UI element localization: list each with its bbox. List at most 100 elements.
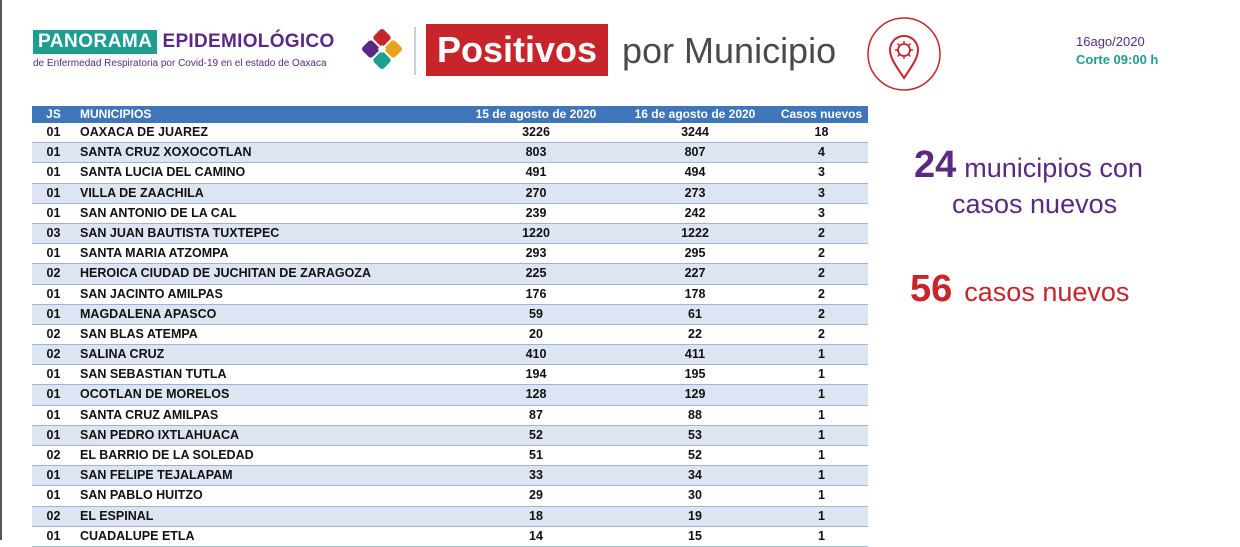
row-15-agosto: 3226 bbox=[522, 125, 550, 139]
row-15-agosto: 270 bbox=[525, 185, 547, 200]
table-row: 01 SANTA CRUZ XOXOCOTLAN 803 807 4 bbox=[32, 143, 868, 164]
row-16-agosto: 195 bbox=[684, 367, 706, 382]
row-js: 01 bbox=[46, 387, 61, 402]
row-16-agosto: 52 bbox=[688, 448, 702, 462]
row-casos-nuevos: 3 bbox=[818, 185, 825, 200]
table-row: 01 SAN ANTONIO DE LA CAL 239 242 3 bbox=[32, 204, 868, 224]
row-municipio: SANTA MARIA ATZOMPA bbox=[80, 246, 229, 261]
row-15-agosto: 239 bbox=[525, 205, 547, 220]
row-js: 01 bbox=[46, 306, 61, 321]
row-js: 01 bbox=[46, 185, 61, 200]
row-16-agosto: 129 bbox=[684, 387, 706, 402]
row-municipio: EL BARRIO DE LA SOLEDAD bbox=[80, 448, 254, 462]
row-16-agosto: 3244 bbox=[681, 125, 709, 139]
municipios-count: 24 bbox=[914, 144, 957, 186]
table-row: 02 EL BARRIO DE LA SOLEDAD 51 52 1 bbox=[32, 446, 868, 467]
row-16-agosto: 242 bbox=[684, 205, 706, 220]
row-15-agosto: 194 bbox=[525, 367, 547, 382]
positivos-title-box: Positivos bbox=[426, 24, 608, 76]
brand-subtitle: de Enfermedad Respiratoria por Covid-19 … bbox=[33, 58, 327, 69]
row-js: 01 bbox=[46, 528, 61, 543]
table-row: 01 OCOTLAN DE MORELOS 128 129 1 bbox=[32, 385, 868, 406]
left-frame-border bbox=[0, 0, 2, 540]
row-casos-nuevos: 1 bbox=[818, 427, 825, 442]
table-row: 01 OAXACA DE JUAREZ 3226 3244 18 bbox=[32, 123, 868, 144]
row-15-agosto: 225 bbox=[525, 266, 547, 281]
row-js: 01 bbox=[46, 367, 61, 382]
table-row: 01 SAN PABLO HUITZO 29 30 1 bbox=[32, 486, 868, 507]
row-15-agosto: 293 bbox=[525, 246, 547, 261]
row-15-agosto: 491 bbox=[525, 165, 547, 180]
row-js: 01 bbox=[46, 246, 61, 261]
row-js: 01 bbox=[46, 286, 61, 301]
row-16-agosto: 227 bbox=[684, 266, 706, 281]
table-row: 01 SAN SEBASTIAN TUTLA 194 195 1 bbox=[32, 365, 868, 386]
row-15-agosto: 803 bbox=[525, 145, 547, 160]
table-row: 02 EL ESPINAL 18 19 1 bbox=[32, 506, 868, 527]
row-16-agosto: 19 bbox=[688, 508, 702, 523]
por-municipio-title: por Municipio bbox=[622, 30, 837, 71]
row-16-agosto: 53 bbox=[688, 427, 702, 442]
row-js: 03 bbox=[46, 225, 61, 240]
table-row: 02 SALINA CRUZ 410 411 1 bbox=[32, 345, 868, 366]
row-municipio: SALINA CRUZ bbox=[80, 347, 165, 362]
row-16-agosto: 295 bbox=[684, 246, 706, 261]
row-municipio: SAN PABLO HUITZO bbox=[80, 488, 203, 503]
table-header: JS MUNICIPIOS 15 de agosto de 2020 16 de… bbox=[32, 106, 868, 123]
table-row: 01 CUADALUPE ETLA 14 15 1 bbox=[32, 527, 868, 547]
row-16-agosto: 273 bbox=[684, 185, 706, 200]
row-casos-nuevos: 2 bbox=[818, 286, 825, 301]
row-15-agosto: 20 bbox=[529, 326, 543, 341]
row-16-agosto: 30 bbox=[688, 488, 702, 503]
row-casos-nuevos: 1 bbox=[818, 347, 825, 362]
row-16-agosto: 807 bbox=[684, 145, 706, 160]
row-municipio: OAXACA DE JUAREZ bbox=[80, 125, 209, 139]
row-js: 02 bbox=[46, 326, 61, 341]
row-js: 02 bbox=[46, 448, 61, 462]
row-municipio: SAN PEDRO IXTLAHUACA bbox=[80, 427, 240, 442]
row-casos-nuevos: 18 bbox=[814, 125, 829, 139]
header-js: JS bbox=[46, 107, 61, 121]
table-row: 03 SAN JUAN BAUTISTA TUXTEPEC 1220 1222 2 bbox=[32, 223, 868, 245]
row-casos-nuevos: 1 bbox=[818, 508, 825, 523]
table-row: 01 VILLA DE ZAACHILA 270 273 3 bbox=[32, 183, 868, 204]
row-js: 01 bbox=[46, 125, 61, 139]
row-15-agosto: 33 bbox=[529, 468, 543, 483]
row-js: 02 bbox=[46, 508, 61, 523]
row-municipio: VILLA DE ZAACHILA bbox=[80, 185, 204, 200]
municipios-table: JS MUNICIPIOS 15 de agosto de 2020 16 de… bbox=[32, 106, 868, 547]
row-js: 01 bbox=[46, 165, 61, 180]
row-municipio: OCOTLAN DE MORELOS bbox=[80, 387, 230, 402]
row-municipio: SANTA CRUZ XOXOCOTLAN bbox=[80, 145, 252, 160]
row-js: 02 bbox=[46, 266, 61, 281]
row-casos-nuevos: 1 bbox=[818, 468, 825, 483]
row-js: 01 bbox=[46, 407, 61, 422]
row-municipio: SAN JUAN BAUTISTA TUXTEPEC bbox=[80, 225, 280, 240]
row-15-agosto: 176 bbox=[525, 286, 547, 301]
row-16-agosto: 178 bbox=[684, 286, 706, 301]
row-js: 01 bbox=[46, 205, 61, 220]
row-16-agosto: 61 bbox=[688, 306, 702, 321]
table-row: 01 MAGDALENA APASCO 59 61 2 bbox=[32, 304, 868, 325]
municipios-label: municipios con bbox=[964, 153, 1143, 183]
row-municipio: CUADALUPE ETLA bbox=[80, 528, 195, 543]
row-municipio: SAN JACINTO AMILPAS bbox=[80, 286, 223, 301]
table-row: 01 SAN JACINTO AMILPAS 176 178 2 bbox=[32, 285, 868, 305]
row-casos-nuevos: 1 bbox=[818, 528, 825, 543]
casos-summary: 56 casos nuevos bbox=[910, 268, 1129, 311]
table-row: 01 SAN FELIPE TEJALAPAM 33 34 1 bbox=[32, 466, 868, 487]
brand-panorama: PANORAMA bbox=[33, 30, 158, 54]
casos-count: 56 bbox=[910, 268, 953, 310]
row-municipio: SAN ANTONIO DE LA CAL bbox=[80, 205, 237, 220]
row-municipio: SANTA LUCIA DEL CAMINO bbox=[80, 165, 246, 180]
row-casos-nuevos: 4 bbox=[818, 145, 825, 160]
table-row: 01 SAN PEDRO IXTLAHUACA 52 53 1 bbox=[32, 425, 868, 446]
row-16-agosto: 411 bbox=[684, 347, 706, 362]
municipios-summary: 24 municipios con casos nuevos bbox=[914, 144, 1204, 220]
row-15-agosto: 14 bbox=[529, 528, 543, 543]
row-15-agosto: 128 bbox=[525, 387, 547, 402]
row-municipio: SAN SEBASTIAN TUTLA bbox=[80, 367, 227, 382]
row-15-agosto: 51 bbox=[529, 448, 543, 462]
row-casos-nuevos: 3 bbox=[818, 165, 825, 180]
casos-label: casos nuevos bbox=[964, 277, 1130, 307]
